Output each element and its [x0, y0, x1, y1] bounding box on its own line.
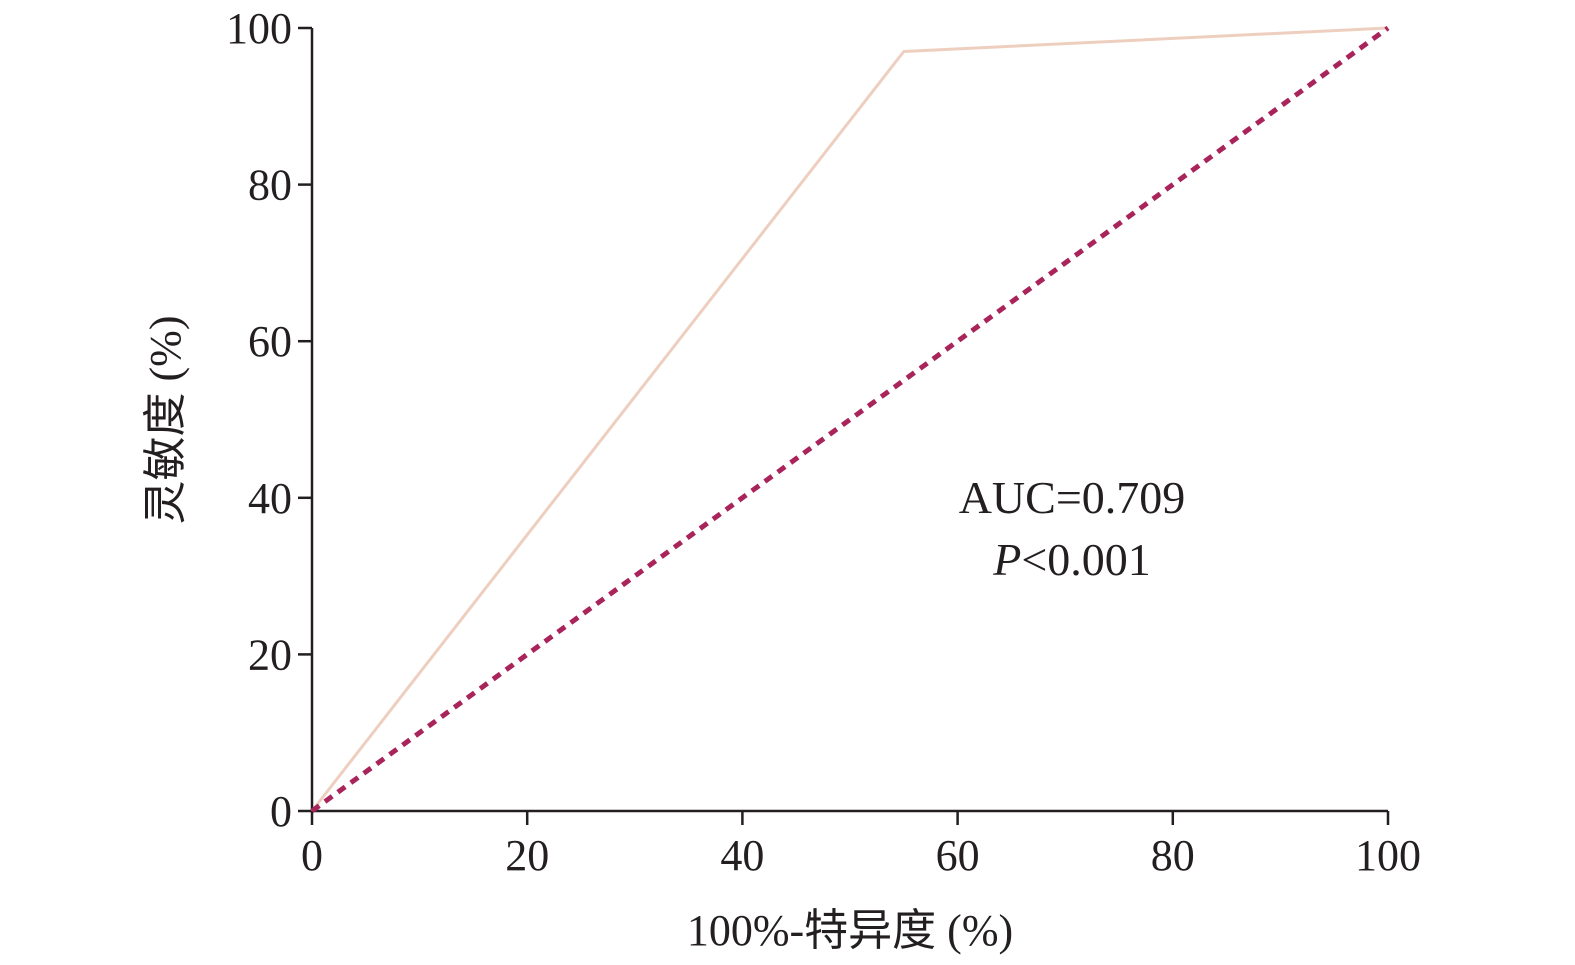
y-tick-label: 80 — [248, 161, 292, 210]
tick-labels: 0 20 40 60 80 100 0 20 40 60 80 100 — [226, 4, 1421, 880]
y-tick-label: 0 — [270, 787, 292, 836]
x-tick-label: 100 — [1355, 831, 1421, 880]
p-value-annotation: P<0.001 — [992, 534, 1151, 585]
x-tick-label: 60 — [936, 831, 980, 880]
p-symbol: P — [992, 534, 1021, 585]
y-tick-label: 100 — [226, 4, 292, 53]
series-group — [310, 25, 1390, 814]
y-tick-label: 60 — [248, 317, 292, 366]
reference-line — [310, 25, 1390, 814]
y-tick-label: 40 — [248, 474, 292, 523]
axes — [298, 26, 1390, 825]
y-axis-title: 灵敏度 (%) — [141, 316, 190, 525]
x-tick-label: 80 — [1151, 831, 1195, 880]
x-tick-label: 0 — [301, 831, 323, 880]
p-value: <0.001 — [1021, 534, 1150, 585]
x-axis-title: 100%-特异度 (%) — [687, 906, 1013, 955]
roc-curve — [310, 26, 1389, 812]
x-tick-label: 20 — [505, 831, 549, 880]
y-tick-label: 20 — [248, 630, 292, 679]
x-tick-label: 40 — [720, 831, 764, 880]
auc-annotation: AUC=0.709 — [959, 472, 1186, 523]
